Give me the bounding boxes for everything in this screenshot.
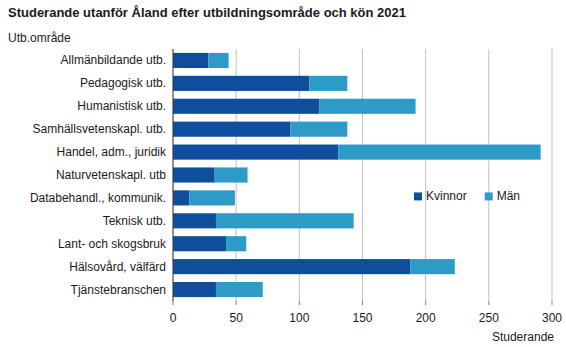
y-tick-label: Lant- och skogsbruk xyxy=(58,237,167,251)
grid-line xyxy=(488,49,489,301)
x-tick-label: 150 xyxy=(352,311,372,325)
bar xyxy=(173,167,215,182)
legend: Kvinnor Män xyxy=(414,189,520,203)
bar xyxy=(173,236,226,251)
bar xyxy=(173,122,290,137)
y-tick-label: Samhällsvetenskapl. utb. xyxy=(33,122,166,136)
y-tick-label: Teknisk utb. xyxy=(103,214,166,228)
tick-mark xyxy=(425,301,426,305)
x-tick-label: 50 xyxy=(229,311,243,325)
y-tick-label: Hälsovård, välfärd xyxy=(69,260,166,274)
grid xyxy=(173,49,552,305)
bar xyxy=(173,53,208,68)
bar xyxy=(173,259,411,274)
bar xyxy=(309,76,347,91)
y-axis-line xyxy=(173,49,174,301)
bar xyxy=(216,282,263,297)
grid-line xyxy=(552,49,553,301)
y-tick-label: Tjänstebranschen xyxy=(71,283,166,297)
bar xyxy=(173,282,216,297)
x-tick-label: 0 xyxy=(170,311,177,325)
x-tick-label: 300 xyxy=(542,311,562,325)
chart-container: Studerande utanför Åland efter utbildnin… xyxy=(0,0,566,347)
y-tick-label: Allmänbildande utb. xyxy=(61,53,166,67)
tick-mark xyxy=(488,301,489,305)
bar xyxy=(290,122,347,137)
y-tick-label: Humanistisk utb. xyxy=(77,99,166,113)
legend-label: Män xyxy=(497,189,520,203)
bar xyxy=(208,53,228,68)
bar xyxy=(226,236,246,251)
chart: Studerande utanför Åland efter utbildnin… xyxy=(0,0,566,347)
y-tick-label: Naturvetenskapl. utb xyxy=(56,168,166,182)
grid-line xyxy=(173,49,174,301)
bar xyxy=(189,190,234,205)
tick-mark xyxy=(236,301,237,305)
bar xyxy=(173,145,338,160)
bar xyxy=(173,76,309,91)
tick-mark xyxy=(552,301,553,305)
y-axis-label: Utb.område xyxy=(8,31,71,45)
y-tick-label: Handel, adm., juridik xyxy=(57,145,167,159)
title: Studerande utanför Åland efter utbildnin… xyxy=(8,5,406,20)
bar xyxy=(320,99,416,114)
bar xyxy=(216,213,354,228)
y-tick-label: Pedagogisk utb. xyxy=(80,76,166,90)
bar xyxy=(338,145,540,160)
bar xyxy=(173,99,320,114)
bar xyxy=(215,167,248,182)
bars xyxy=(173,53,541,297)
bar xyxy=(411,259,455,274)
legend-swatch xyxy=(414,192,422,200)
bar xyxy=(173,213,216,228)
x-axis-label: Studerande xyxy=(492,330,554,344)
y-tick-label: Databehandl., kommunik. xyxy=(30,191,166,205)
bar xyxy=(173,190,189,205)
tick-mark xyxy=(299,301,300,305)
x-tick-label: 200 xyxy=(416,311,436,325)
legend-swatch xyxy=(485,192,493,200)
legend-label: Kvinnor xyxy=(426,189,467,203)
x-tick-label: 100 xyxy=(289,311,309,325)
x-tick-label: 250 xyxy=(479,311,499,325)
tick-mark xyxy=(362,301,363,305)
tick-mark xyxy=(173,301,174,305)
